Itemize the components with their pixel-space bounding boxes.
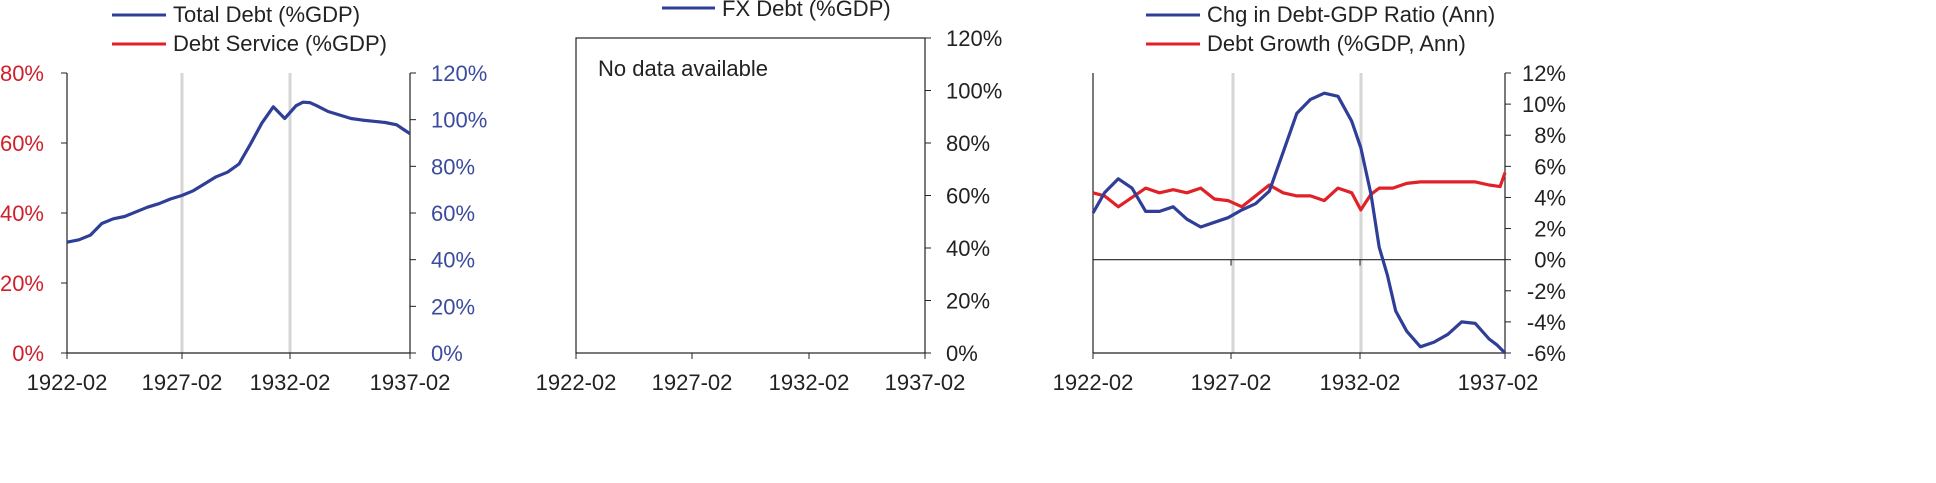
right-tick-label: 20% [946, 289, 990, 314]
x-tick-label: 1932-02 [250, 370, 331, 395]
right-tick-label: 0% [946, 341, 978, 366]
right-tick-label: 60% [431, 201, 475, 226]
right-tick-label: -4% [1527, 310, 1566, 335]
right-tick-label: 12% [1522, 61, 1566, 86]
right-tick-label: -2% [1527, 279, 1566, 304]
x-tick-label: 1932-02 [769, 370, 850, 395]
right-tick-label: 80% [431, 154, 475, 179]
right-tick-label: 4% [1534, 185, 1566, 210]
x-tick-label: 1937-02 [885, 370, 966, 395]
legend-label-total-debt: Total Debt (%GDP) [173, 2, 360, 27]
right-tick-label: 10% [1522, 92, 1566, 117]
x-tick-label: 1927-02 [652, 370, 733, 395]
left-tick-label: 80% [0, 61, 44, 86]
series-line-debt-growth [1092, 172, 1507, 212]
right-tick-label: 80% [946, 131, 990, 156]
right-tick-label: 40% [946, 236, 990, 261]
right-tick-label: 60% [946, 184, 990, 209]
left-tick-label: 40% [0, 201, 44, 226]
right-tick-label: 40% [431, 248, 475, 273]
left-tick-label: 20% [0, 271, 44, 296]
x-tick-label: 1937-02 [370, 370, 451, 395]
no-data-message: No data available [598, 56, 768, 81]
left-tick-label: 60% [0, 131, 44, 156]
right-tick-label: 2% [1534, 217, 1566, 242]
right-tick-label: 100% [946, 79, 1002, 104]
left-tick-label: 0% [12, 341, 44, 366]
right-tick-label: 20% [431, 294, 475, 319]
plot-frame [575, 37, 926, 354]
series-line-total-debt [66, 100, 411, 244]
legend-label-debt-service: Debt Service (%GDP) [173, 31, 387, 56]
x-tick-label: 1922-02 [536, 370, 617, 395]
right-tick-label: 120% [946, 26, 1002, 51]
x-tick-label: 1922-02 [1053, 370, 1134, 395]
series-line-chg-debt-gdp [1091, 91, 1507, 355]
right-tick-label: 120% [431, 61, 487, 86]
x-tick-label: 1927-02 [142, 370, 223, 395]
legend-label-fx-debt: FX Debt (%GDP) [722, 0, 891, 21]
right-tick-label: 6% [1534, 154, 1566, 179]
legend-label-debt-growth: Debt Growth (%GDP, Ann) [1207, 31, 1466, 56]
x-tick-label: 1922-02 [27, 370, 108, 395]
right-tick-label: 0% [1534, 248, 1566, 273]
x-tick-label: 1932-02 [1320, 370, 1401, 395]
legend-label-chg-debt-gdp: Chg in Debt-GDP Ratio (Ann) [1207, 2, 1495, 27]
right-tick-label: 8% [1534, 123, 1566, 148]
right-tick-label: -6% [1527, 341, 1566, 366]
x-tick-label: 1937-02 [1458, 370, 1539, 395]
right-tick-label: 100% [431, 108, 487, 133]
right-tick-label: 0% [431, 341, 463, 366]
x-tick-label: 1927-02 [1191, 370, 1272, 395]
